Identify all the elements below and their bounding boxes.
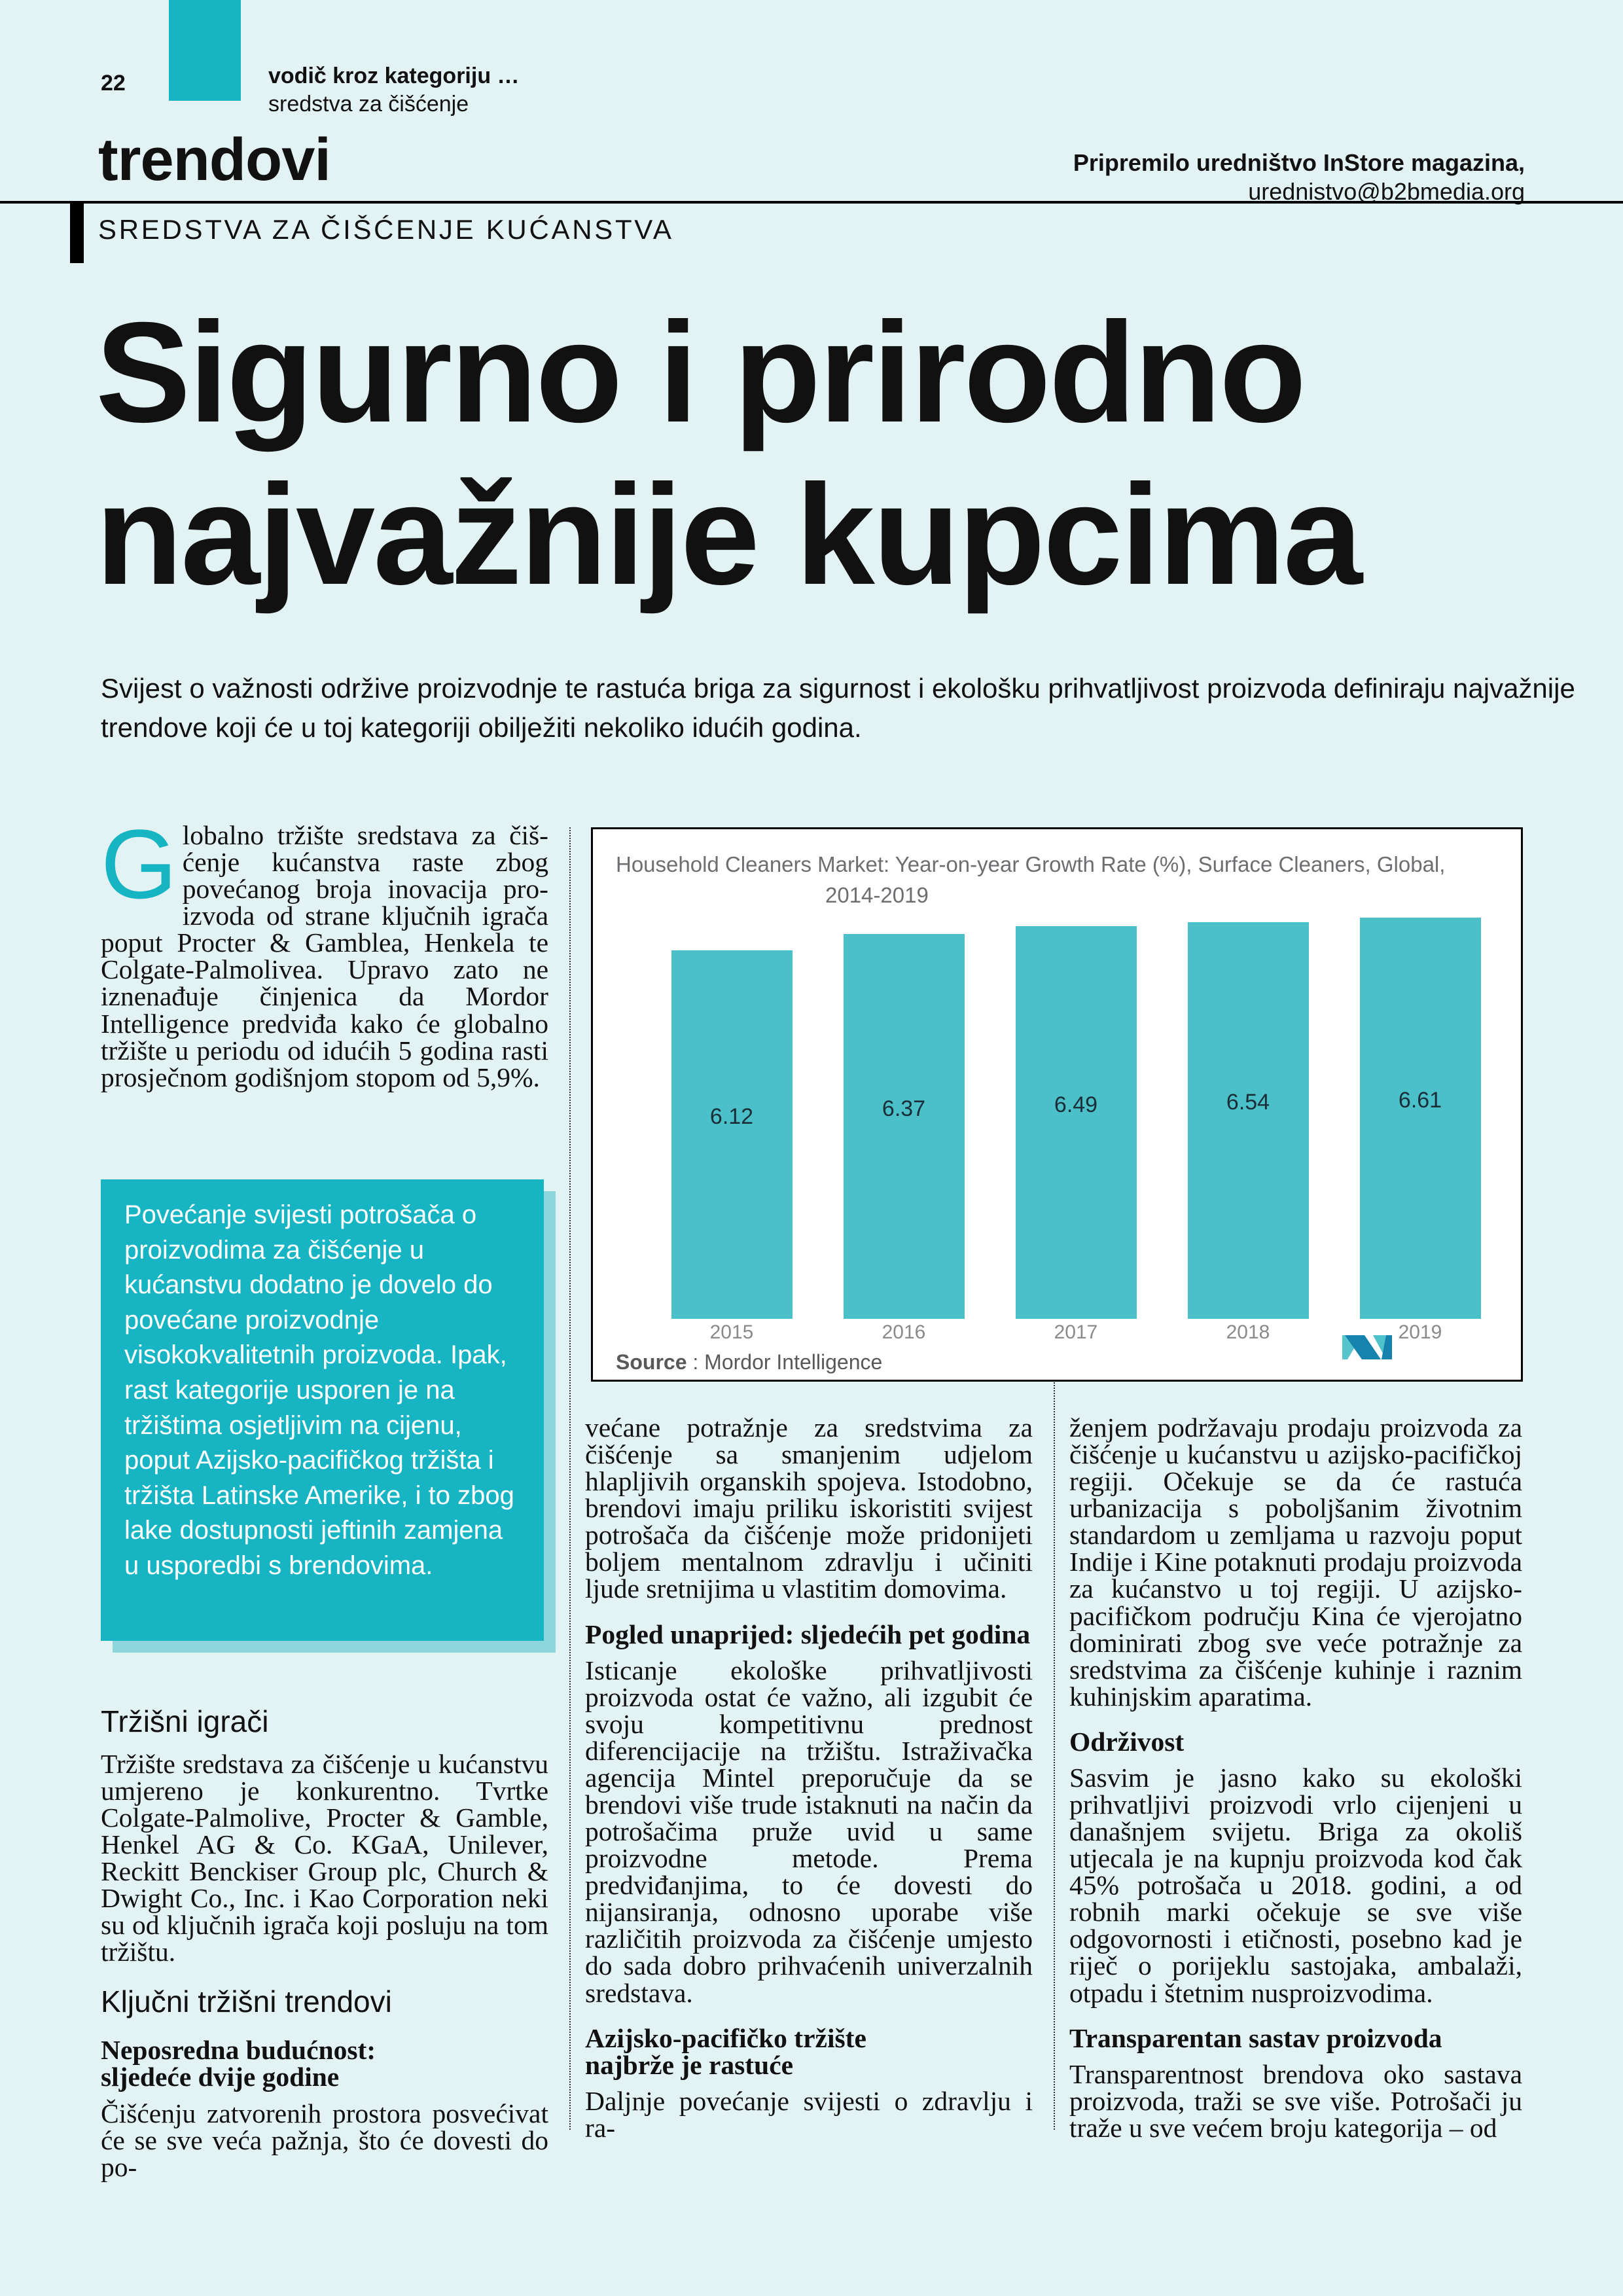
svg-text:2017: 2017 — [1054, 1321, 1098, 1343]
svg-text:2014-2019: 2014-2019 — [825, 883, 929, 907]
svg-text:6.37: 6.37 — [882, 1096, 925, 1121]
svg-text:Source : Mordor Intelligence: Source : Mordor Intelligence — [616, 1350, 882, 1374]
svg-text:2018: 2018 — [1226, 1321, 1270, 1343]
svg-text:2016: 2016 — [882, 1321, 926, 1343]
svg-text:2015: 2015 — [710, 1321, 754, 1343]
svg-text:6.12: 6.12 — [710, 1104, 753, 1129]
svg-text:6.49: 6.49 — [1054, 1092, 1097, 1117]
svg-text:2019: 2019 — [1399, 1321, 1442, 1343]
svg-text:6.61: 6.61 — [1399, 1088, 1442, 1113]
svg-text:6.54: 6.54 — [1226, 1090, 1270, 1115]
svg-text:Household Cleaners Market: Yea: Household Cleaners Market: Year-on-year … — [616, 852, 1445, 876]
